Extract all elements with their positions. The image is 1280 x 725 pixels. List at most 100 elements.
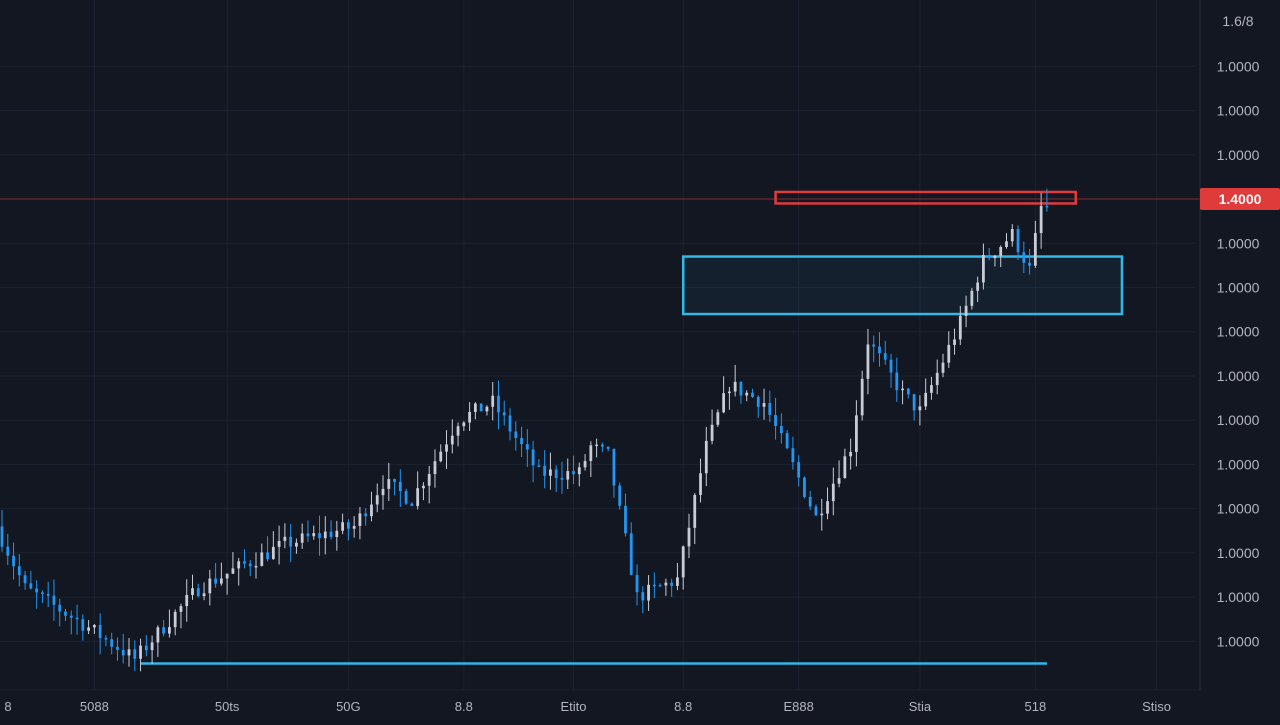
candle-body <box>566 471 570 480</box>
candle <box>624 493 627 537</box>
candle <box>577 462 581 487</box>
y-axis-header: 1.6/8 <box>1222 13 1253 29</box>
candle <box>422 482 425 501</box>
current-price-tag[interactable]: 1.4000 <box>1200 188 1280 211</box>
candle <box>756 395 760 418</box>
y-tick-label-12: 1.0000 <box>1217 633 1260 649</box>
candle-body <box>1005 241 1008 248</box>
candle-body <box>901 388 904 391</box>
candle <box>612 448 616 498</box>
candle-body <box>116 646 119 650</box>
candle-body <box>970 290 974 306</box>
candle-body <box>370 504 373 517</box>
candle-body <box>941 362 945 373</box>
candle <box>999 245 1003 268</box>
y-tick-label-10: 1.0000 <box>1217 545 1260 561</box>
candle-body <box>358 513 362 527</box>
y-tick-label-2: 1.0000 <box>1217 147 1260 163</box>
candle <box>866 328 870 395</box>
candle <box>387 462 391 501</box>
y-tick-label-9: 1.0000 <box>1217 501 1260 517</box>
candles-layer <box>0 188 1049 672</box>
candle-body <box>318 533 321 539</box>
candle <box>531 440 535 483</box>
candle <box>1039 192 1043 249</box>
candle <box>901 380 904 405</box>
candle-body <box>58 604 62 612</box>
candle <box>52 579 56 621</box>
candle-body <box>202 593 206 597</box>
candle-body <box>121 649 125 656</box>
x-axis[interactable]: 8 5088 50ts 50G 8.8 Etito 8.8 E888 Stia 518 Stiso <box>0 689 1200 714</box>
candle-body <box>254 565 258 568</box>
candle <box>485 405 489 416</box>
candle-body <box>976 282 980 291</box>
candle <box>352 516 356 538</box>
candle-body <box>497 395 500 413</box>
candle-body <box>883 353 887 360</box>
candle <box>826 487 829 520</box>
candle-body <box>987 254 991 259</box>
candle-body <box>739 381 743 396</box>
candle <box>87 619 90 635</box>
candle-body <box>462 422 466 427</box>
candle-body <box>549 469 552 476</box>
candle-body <box>381 488 385 496</box>
candle <box>733 364 737 397</box>
candle <box>12 542 15 580</box>
candle <box>549 452 552 490</box>
current-price-tag-bg <box>1200 188 1280 211</box>
x-tick-label-3: 8.8 <box>455 699 473 714</box>
candle <box>797 455 801 487</box>
candle-body <box>208 578 212 594</box>
current-price-label: 1.4000 <box>1219 191 1262 207</box>
candle <box>993 254 997 267</box>
candle <box>681 545 685 590</box>
candle <box>970 287 974 310</box>
candle <box>1033 220 1037 268</box>
candle-body <box>323 531 327 539</box>
candle-body <box>81 619 85 631</box>
resistance-zone[interactable] <box>774 190 1078 205</box>
candle <box>710 409 714 445</box>
candle <box>75 604 79 635</box>
candle-body <box>595 444 599 447</box>
candle <box>64 608 67 621</box>
candle <box>699 458 702 503</box>
candle-body <box>144 645 148 651</box>
candle <box>606 446 610 452</box>
candle-body <box>681 546 685 578</box>
demand-zone[interactable] <box>681 255 1124 316</box>
candle <box>17 554 21 587</box>
candle-body <box>618 485 622 506</box>
candle <box>300 523 304 549</box>
candle-body <box>999 247 1003 256</box>
candle-body <box>531 449 535 466</box>
candle-body <box>912 394 916 411</box>
candle-body <box>768 403 772 415</box>
candle-body <box>35 588 39 593</box>
candle-body <box>947 344 951 363</box>
candle-body <box>110 639 114 647</box>
candle <box>196 583 200 598</box>
candle-body <box>1033 233 1037 266</box>
candle-body <box>716 412 720 425</box>
candle <box>243 549 246 569</box>
candle <box>583 454 587 471</box>
candle-body <box>231 568 235 574</box>
candle <box>450 419 454 454</box>
candle <box>889 353 893 388</box>
candle <box>375 483 379 513</box>
candle <box>618 482 622 510</box>
candle <box>231 552 235 575</box>
candle-body <box>17 566 21 576</box>
y-axis[interactable]: 1.6/8 1.00001.00001.00001.00001.00001.00… <box>1199 0 1280 690</box>
candle-body <box>104 637 108 640</box>
candle <box>162 620 166 637</box>
candle <box>1045 188 1049 212</box>
candle-body <box>652 584 656 587</box>
candle <box>525 429 529 467</box>
candle <box>941 353 945 378</box>
